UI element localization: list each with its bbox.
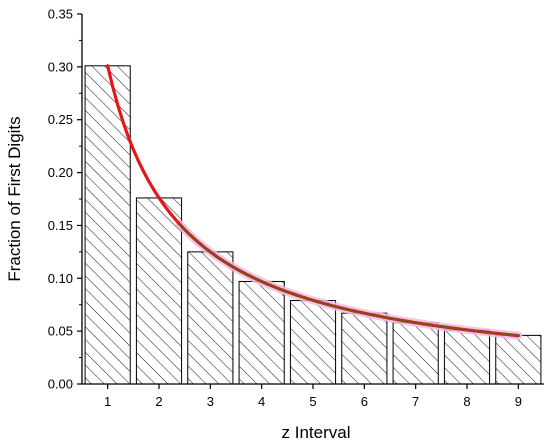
y-tick-label: 0.30 — [48, 59, 73, 74]
x-tick-label: 6 — [361, 394, 368, 409]
bar-9 — [495, 334, 542, 385]
y-tick-label: 0.00 — [48, 377, 73, 392]
bar-4 — [238, 280, 285, 385]
bar-6 — [341, 312, 388, 385]
x-tick-label: 7 — [412, 394, 419, 409]
bar-2 — [135, 197, 183, 385]
y-tick-label: 0.15 — [48, 218, 73, 233]
x-tick-label: 4 — [258, 394, 265, 409]
x-tick-label: 1 — [104, 394, 111, 409]
axes-layer: 0.00 0.05 0.10 0.15 0.20 0.25 0.30 0.35 1 2 3 4 5 6 7 8… — [48, 7, 544, 409]
y-tick-label: 0.05 — [48, 324, 73, 339]
x-tick-label: 8 — [463, 394, 470, 409]
bars-layer — [84, 65, 542, 385]
fit-curve-layer — [106, 64, 523, 340]
bar-1 — [84, 65, 131, 385]
fit-curve-overlay — [178, 222, 520, 337]
x-axis-title: z Interval — [282, 423, 351, 442]
bar-5 — [289, 299, 337, 385]
y-axis-title: Fraction of First Digits — [5, 116, 24, 281]
x-tick-label: 5 — [309, 394, 316, 409]
y-tick-label: 0.25 — [48, 112, 73, 127]
x-tick-label: 9 — [515, 394, 522, 409]
x-tick-label: 3 — [207, 394, 214, 409]
y-tick-label: 0.35 — [48, 7, 73, 22]
y-tick-label: 0.20 — [48, 165, 73, 180]
y-tick-label: 0.10 — [48, 271, 73, 286]
bar-3 — [187, 251, 234, 385]
x-tick-label: 2 — [155, 394, 162, 409]
bar-7 — [392, 322, 439, 385]
bar-8 — [443, 329, 491, 385]
